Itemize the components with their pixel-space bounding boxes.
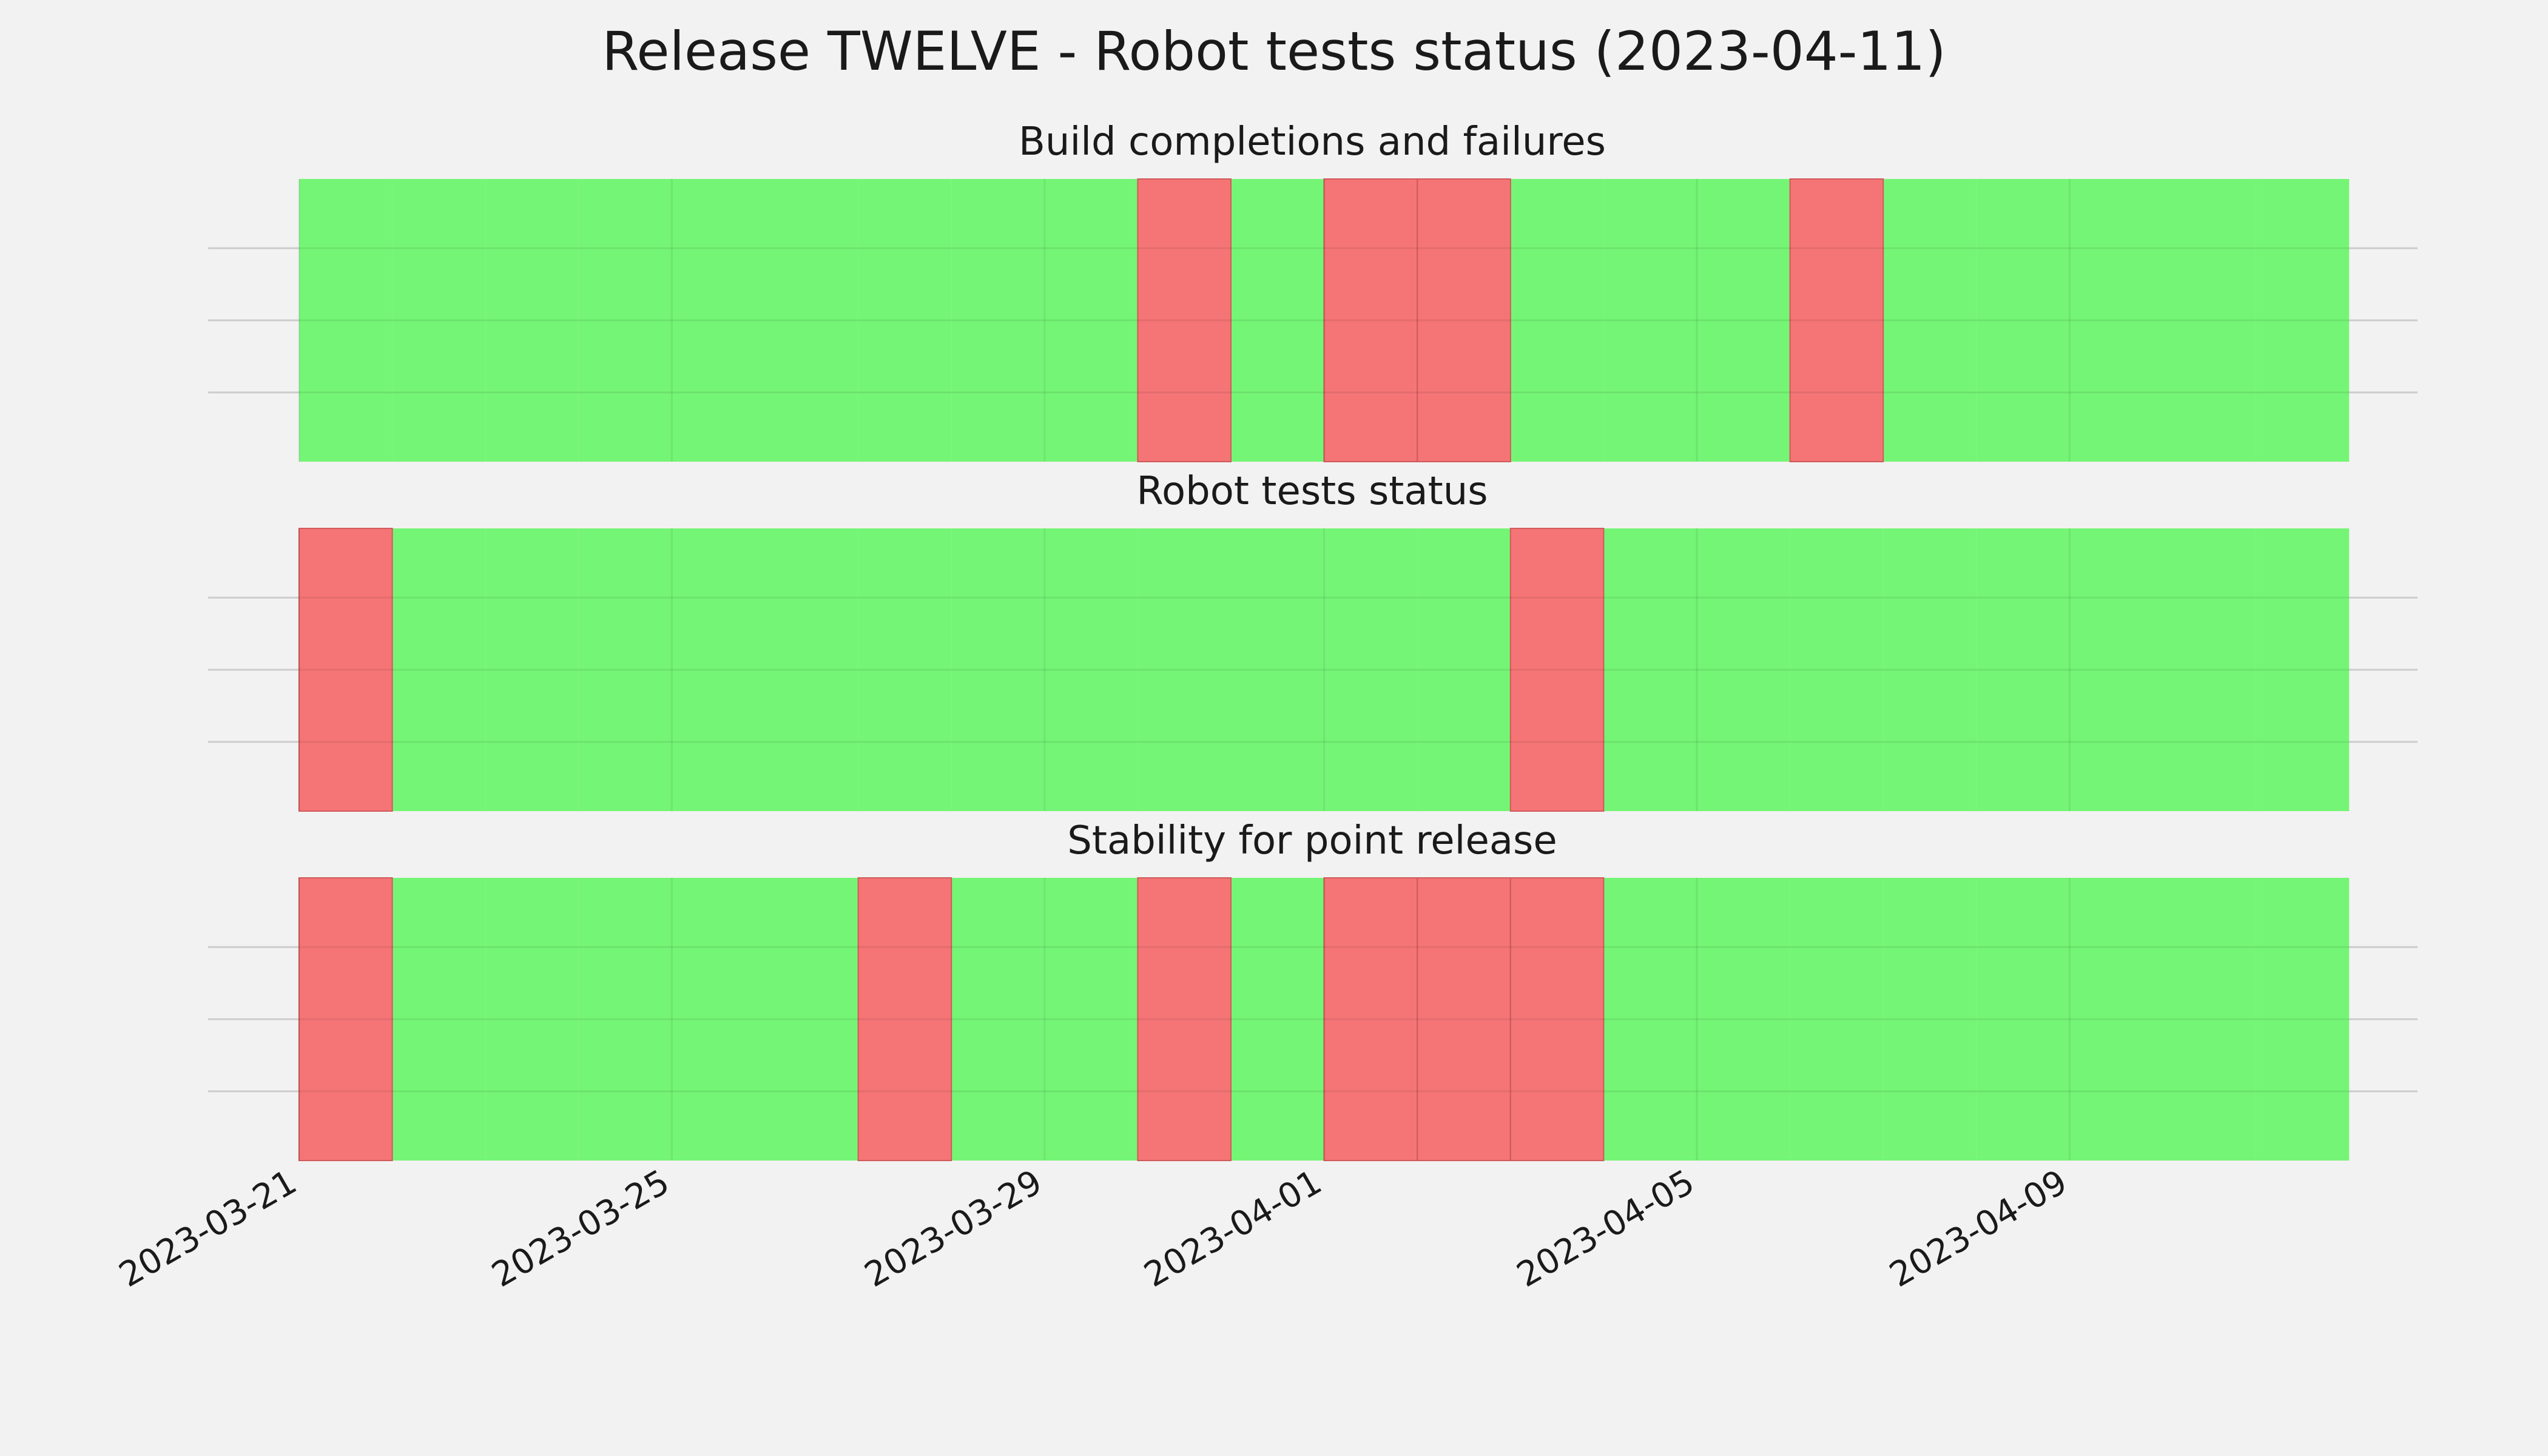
status-bar-pass — [485, 878, 579, 1161]
panel-2: Robot tests status — [208, 469, 2418, 812]
status-bar-pass — [1697, 528, 1790, 811]
status-bar-pass — [1976, 528, 2070, 811]
status-bar-pass — [1510, 179, 1604, 462]
panels: Build completions and failures Robot test… — [208, 120, 2418, 1161]
status-bar-pass — [392, 528, 486, 811]
fail-bar-border — [298, 528, 393, 812]
status-bar-pass — [1883, 878, 1977, 1161]
status-bar-fail — [1510, 528, 1604, 811]
status-bar-pass — [1790, 528, 1884, 811]
fail-bar-border — [1417, 178, 1511, 462]
fail-bar-border — [1509, 877, 1605, 1161]
status-bar-pass — [392, 179, 486, 462]
fail-bar-border — [1789, 178, 1884, 462]
status-bar-pass — [858, 179, 952, 462]
status-bar-fail — [1138, 179, 1231, 462]
status-bar-pass — [2256, 528, 2350, 811]
status-bar-pass — [765, 179, 858, 462]
status-bar-pass — [299, 179, 393, 462]
status-bar-fail — [1324, 179, 1418, 462]
status-bar-pass — [2163, 878, 2256, 1161]
status-bar-pass — [1231, 528, 1324, 811]
status-bar-pass — [951, 179, 1045, 462]
chart-title: Release TWELVE - Robot tests status (202… — [602, 20, 1946, 83]
status-bar-pass — [578, 528, 672, 811]
status-bar-pass — [1603, 528, 1697, 811]
status-bar-pass — [2256, 878, 2350, 1161]
status-bar-pass — [858, 528, 952, 811]
status-bar-fail — [299, 528, 393, 811]
status-bar-pass — [1324, 528, 1418, 811]
status-bar-fail — [1138, 878, 1231, 1161]
fail-bar-border — [1137, 178, 1232, 462]
status-bar-pass — [2069, 179, 2163, 462]
status-bar-pass — [672, 179, 765, 462]
panel-1: Build completions and failures — [208, 120, 2418, 462]
status-bar-fail — [1790, 179, 1884, 462]
status-bar-pass — [578, 878, 672, 1161]
status-bar-pass — [2069, 528, 2163, 811]
fail-bar-border — [857, 877, 952, 1161]
status-bar-fail — [1417, 878, 1511, 1161]
status-bar-pass — [951, 528, 1045, 811]
status-bar-fail — [1510, 878, 1604, 1161]
status-bar-pass — [485, 179, 579, 462]
status-bar-pass — [951, 878, 1045, 1161]
status-bar-pass — [2256, 179, 2350, 462]
status-bar-pass — [1883, 528, 1977, 811]
status-bar-pass — [1044, 179, 1138, 462]
status-bar-pass — [2163, 528, 2256, 811]
status-bar-pass — [392, 878, 486, 1161]
status-bar-pass — [1231, 878, 1324, 1161]
status-bar-fail — [1417, 179, 1511, 462]
status-bar-pass — [1976, 878, 2070, 1161]
status-bar-pass — [1044, 878, 1138, 1161]
status-bar-pass — [1417, 528, 1511, 811]
fail-bar-border — [298, 877, 393, 1161]
status-bar-pass — [672, 878, 765, 1161]
status-bar-pass — [1976, 179, 2070, 462]
status-bar-pass — [765, 878, 858, 1161]
status-bar-pass — [578, 179, 672, 462]
panel-title: Build completions and failures — [1019, 120, 1606, 164]
status-bar-pass — [765, 528, 858, 811]
status-bar-pass — [672, 528, 765, 811]
status-bar-fail — [1324, 878, 1418, 1161]
panel-title: Robot tests status — [1136, 469, 1488, 514]
status-bar-fail — [299, 878, 393, 1161]
status-bar-pass — [1883, 179, 1977, 462]
status-bar-pass — [1697, 878, 1790, 1161]
status-bar-pass — [1231, 179, 1324, 462]
status-bar-pass — [485, 528, 579, 811]
status-bar-pass — [1697, 179, 1790, 462]
status-bar-pass — [1603, 878, 1697, 1161]
fail-bar-border — [1137, 877, 1232, 1161]
panel-title: Stability for point release — [1067, 818, 1557, 863]
status-bar-pass — [2069, 878, 2163, 1161]
status-bar-pass — [1138, 528, 1231, 811]
status-bar-pass — [1044, 528, 1138, 811]
status-bar-fail — [858, 878, 952, 1161]
status-bar-pass — [1790, 878, 1884, 1161]
panel-3: Stability for point release — [208, 818, 2418, 1161]
status-bar-pass — [1603, 179, 1697, 462]
fail-bar-border — [1509, 528, 1605, 812]
status-bar-pass — [2163, 179, 2256, 462]
